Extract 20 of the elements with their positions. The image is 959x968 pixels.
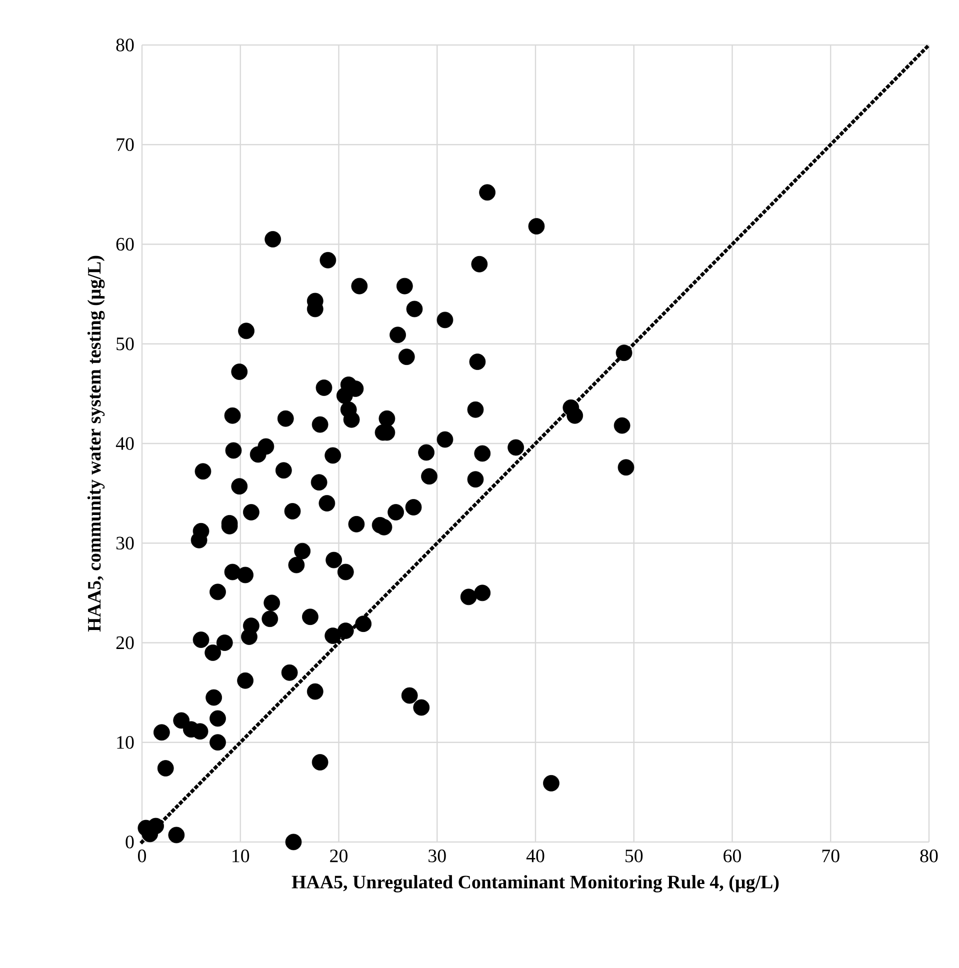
x-tick-label: 0 <box>138 850 146 862</box>
y-axis-title: HAA5, community water system testing (µg/L) <box>87 256 105 632</box>
x-tick-label: 40 <box>526 850 544 862</box>
y-tick-label: 30 <box>116 536 134 550</box>
x-tick-label: 20 <box>330 850 348 862</box>
x-tick-label: 50 <box>626 850 643 862</box>
y-tick-label: 10 <box>117 736 134 749</box>
x-tick-label: 80 <box>920 850 938 862</box>
x-axis-title: HAA5, Unregulated Contaminant Monitoring Rule 4, (µg/L) <box>292 875 779 892</box>
x-tick-label: 10 <box>232 850 250 862</box>
y-tick-label: 40 <box>116 437 134 450</box>
y-tick-label: 60 <box>116 238 134 251</box>
y-tick-label: 50 <box>116 337 134 350</box>
x-tick-label: 30 <box>428 850 446 862</box>
x-tick-label: 70 <box>822 850 840 862</box>
y-tick-label: 80 <box>116 38 134 52</box>
y-tick-label: 20 <box>116 636 134 650</box>
y-tick-label: 70 <box>116 138 134 151</box>
x-tick-label: 60 <box>724 850 741 862</box>
y-tick-label: 0 <box>126 836 134 848</box>
